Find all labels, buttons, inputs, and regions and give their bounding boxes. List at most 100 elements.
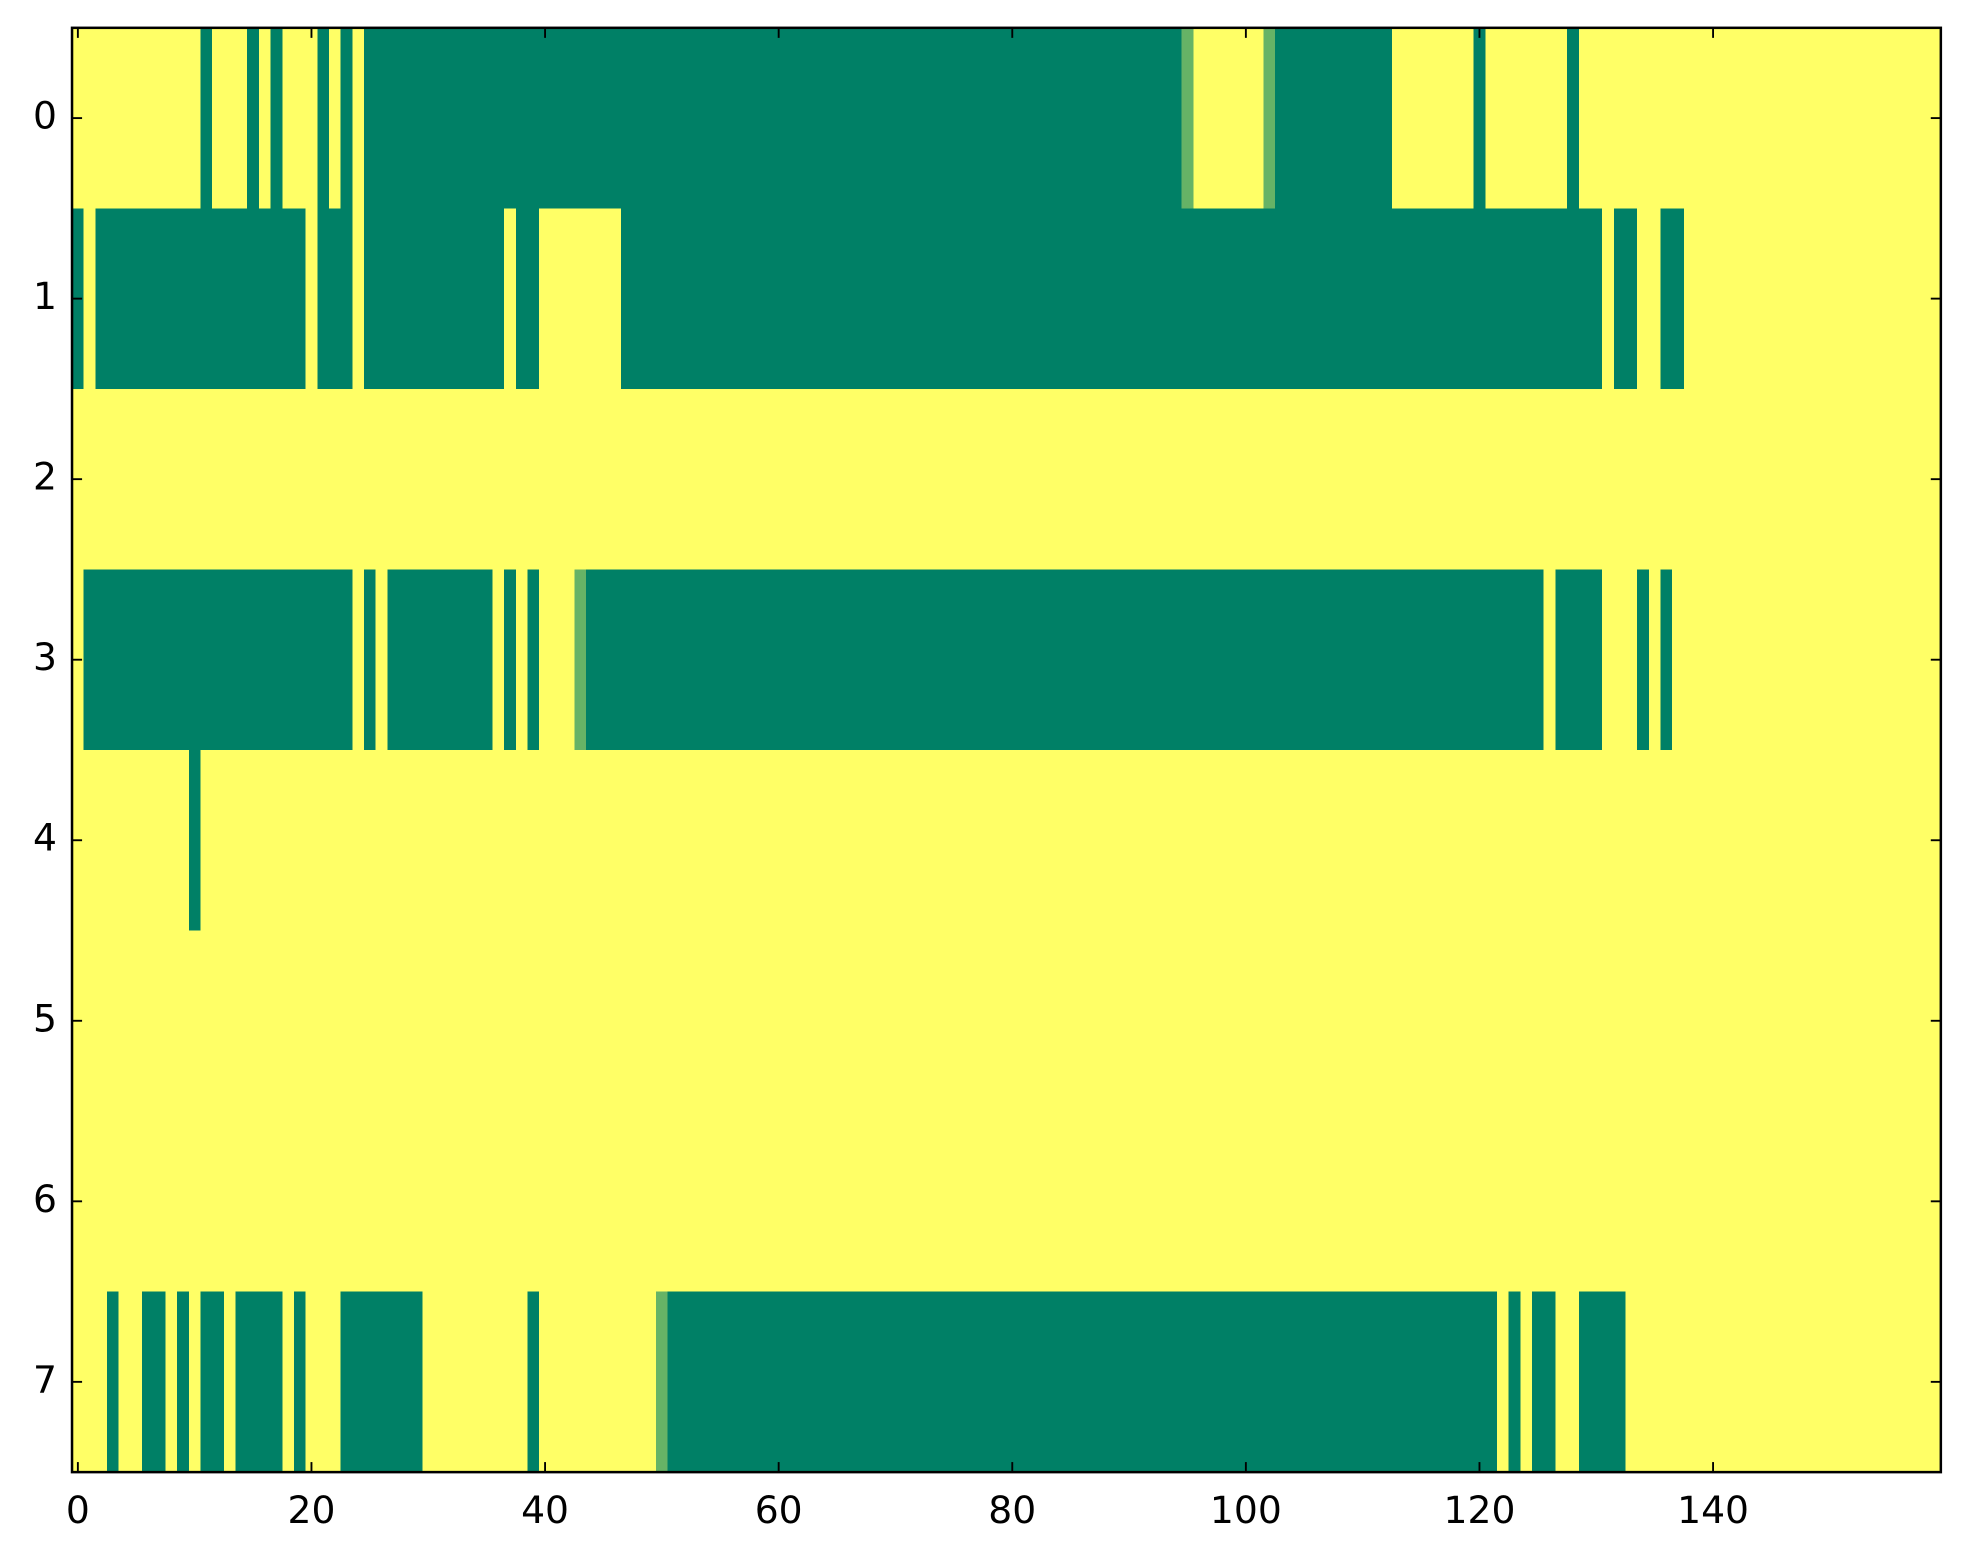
cell (1824, 749, 1837, 932)
cell (1345, 930, 1358, 1112)
cell (1905, 27, 1918, 209)
cell (293, 749, 307, 932)
cell (983, 569, 996, 751)
cell (130, 208, 143, 390)
cell (1368, 930, 1381, 1112)
cell (1473, 388, 1486, 570)
cell (1158, 930, 1171, 1112)
cell (1345, 27, 1358, 209)
cell (1263, 569, 1276, 751)
cell (153, 27, 166, 209)
cell (1275, 749, 1288, 932)
cell (726, 388, 739, 570)
cell (399, 208, 412, 390)
cell (772, 1291, 786, 1473)
cell (1917, 569, 1930, 751)
cell (1672, 388, 1685, 570)
cell (1345, 1291, 1358, 1473)
x-tick-label: 100 (1210, 1488, 1282, 1532)
cell (1111, 388, 1124, 570)
cell (83, 1111, 96, 1293)
x-tick-label: 20 (288, 1488, 336, 1532)
cell (1870, 208, 1883, 390)
cell (1181, 930, 1194, 1112)
cell (200, 27, 213, 209)
cell (912, 569, 926, 751)
cell (95, 208, 108, 390)
cell (1426, 749, 1440, 932)
cell (469, 27, 482, 209)
cell (1894, 208, 1907, 390)
cell (1216, 1111, 1229, 1293)
cell (1555, 749, 1568, 932)
cell (1240, 930, 1253, 1112)
cell (796, 749, 809, 932)
cell (877, 208, 891, 390)
cell (1263, 208, 1276, 390)
cell (620, 1291, 634, 1473)
cell (95, 930, 108, 1112)
cell (1496, 749, 1510, 932)
cell (1508, 208, 1521, 390)
cell (1613, 1291, 1626, 1473)
cell (1426, 1111, 1440, 1293)
cell (1275, 569, 1288, 751)
cell (1578, 749, 1591, 932)
cell (165, 1291, 178, 1473)
cell (492, 27, 505, 209)
cell (1660, 388, 1673, 570)
cell (445, 388, 458, 570)
cell (177, 930, 190, 1112)
cell (340, 569, 353, 751)
cell (1251, 27, 1264, 209)
cell (784, 27, 797, 209)
cell (1123, 27, 1136, 209)
cell (1765, 27, 1778, 209)
cell (1158, 27, 1171, 209)
cell (1310, 569, 1323, 751)
cell (1508, 1291, 1521, 1473)
cell (620, 208, 634, 390)
cell (1099, 930, 1113, 1112)
cell (1181, 749, 1194, 932)
cell (118, 1111, 131, 1293)
cell (83, 208, 96, 390)
cell (772, 569, 786, 751)
cell (364, 388, 377, 570)
cell (1169, 749, 1183, 932)
cell (1520, 388, 1533, 570)
cell (1788, 1291, 1802, 1473)
cell (235, 569, 248, 751)
cell (1146, 930, 1159, 1112)
y-tick-label: 1 (33, 274, 57, 318)
cell (247, 1111, 260, 1293)
cell (1018, 388, 1031, 570)
cell (831, 749, 844, 932)
cell (1380, 1111, 1393, 1293)
cell (1461, 569, 1475, 751)
cell (1006, 569, 1019, 751)
cell (1053, 1291, 1066, 1473)
cell (1099, 1291, 1113, 1473)
cell (1496, 388, 1510, 570)
cell (1088, 388, 1101, 570)
cell (1532, 1291, 1545, 1473)
cell (749, 27, 762, 209)
cell (282, 388, 295, 570)
cell (726, 1291, 739, 1473)
cell (328, 388, 342, 570)
cell (1450, 208, 1463, 390)
cell (1076, 208, 1089, 390)
cell (1917, 749, 1930, 932)
cell (1543, 27, 1556, 209)
cell (1625, 930, 1638, 1112)
cell (1590, 1111, 1603, 1293)
cell (749, 930, 762, 1112)
cell (1917, 208, 1930, 390)
cell (1275, 1291, 1288, 1473)
cell (1461, 208, 1475, 390)
cell (1041, 208, 1054, 390)
cell (445, 1291, 458, 1473)
cell (317, 1291, 330, 1473)
cell (702, 1111, 715, 1293)
